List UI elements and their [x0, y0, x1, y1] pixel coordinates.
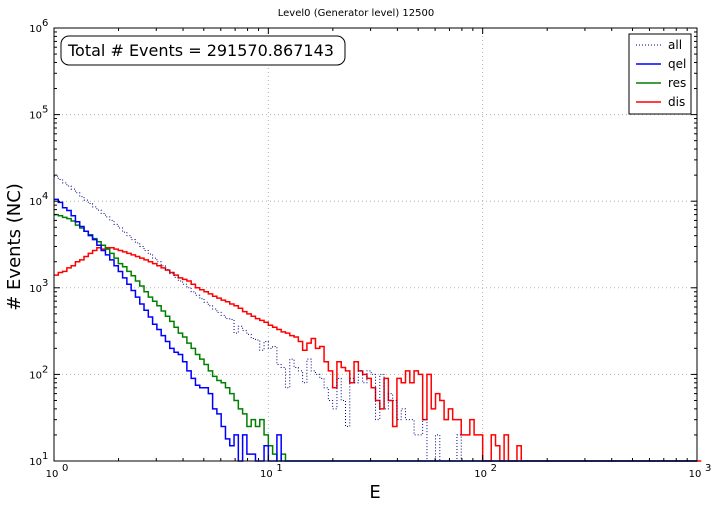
x-tick-exponent: 3	[705, 463, 711, 474]
y-tick-label: 10	[29, 197, 42, 208]
x-tick-label: 10	[46, 469, 59, 480]
y-tick-label: 10	[29, 457, 42, 468]
legend-label-res: res	[668, 76, 686, 90]
annotation-frame	[60, 35, 346, 66]
y-tick-label: 10	[29, 370, 42, 381]
x-tick-label: 10	[260, 469, 273, 480]
y-axis-label: # Events (NC)	[4, 183, 25, 311]
x-tick-exponent: 0	[62, 463, 68, 474]
x-tick-exponent: 1	[276, 463, 282, 474]
legend: all qel res dis	[628, 33, 692, 115]
x-tick-exponent: 2	[491, 463, 497, 474]
legend-label-qel: qel	[668, 57, 686, 71]
x-tick-label: 10	[474, 469, 487, 480]
legend-frame	[628, 33, 692, 115]
y-tick-exponent: 6	[42, 18, 48, 29]
total-events-annotation: Total # Events = 291570.867143	[67, 41, 334, 60]
y-tick-exponent: 1	[42, 451, 48, 462]
legend-label-all: all	[668, 38, 682, 52]
y-tick-exponent: 5	[42, 105, 48, 116]
series-dis-line	[54, 247, 702, 462]
y-tick-exponent: 4	[42, 191, 48, 202]
legend-label-dis: dis	[668, 95, 685, 109]
chart-title: Level0 (Generator level) 12500	[278, 8, 434, 19]
x-axis-label: E	[369, 482, 380, 503]
y-tick-exponent: 2	[42, 364, 48, 375]
y-tick-exponent: 3	[42, 278, 48, 289]
annotation-box: Total # Events = 291570.867143	[60, 35, 346, 66]
y-tick-label: 10	[29, 111, 42, 122]
x-tick-label: 10	[689, 469, 702, 480]
y-tick-label: 10	[29, 24, 42, 35]
plot-frame	[53, 27, 698, 462]
y-tick-label: 10	[29, 284, 42, 295]
grid	[54, 28, 697, 461]
